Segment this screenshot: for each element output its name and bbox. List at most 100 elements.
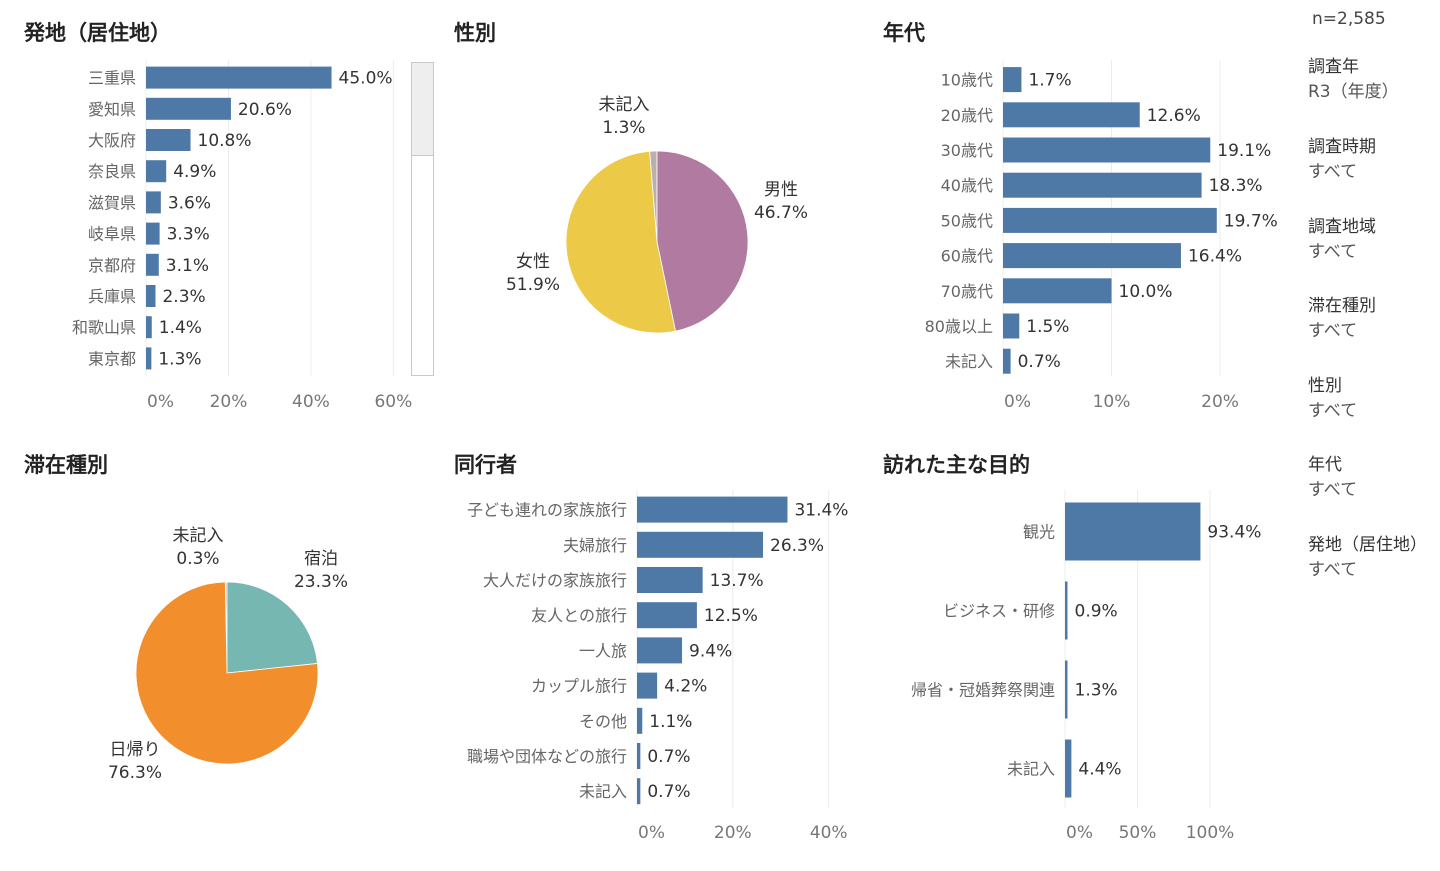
- companion-tick-label: 20%: [714, 823, 752, 843]
- origin-bar[interactable]: [146, 285, 156, 307]
- age-bar[interactable]: [1003, 313, 1020, 339]
- origin-value-label: 45.0%: [339, 69, 393, 89]
- purpose-category-label: 観光: [1023, 523, 1055, 542]
- companion-category-label: カップル旅行: [531, 677, 627, 696]
- origin-bar[interactable]: [146, 222, 160, 245]
- filter-stay-value[interactable]: すべて: [1308, 321, 1358, 341]
- age-tick-label: 0%: [1004, 392, 1031, 412]
- age-bar[interactable]: [1003, 102, 1140, 128]
- companion-category-label: 子ども連れの家族旅行: [467, 501, 627, 520]
- purpose-value-label: 4.4%: [1078, 760, 1121, 780]
- age-bar[interactable]: [1003, 67, 1022, 93]
- purpose-chart-title: 訪れた主な目的: [883, 453, 1030, 477]
- gender-slice[interactable]: [656, 150, 749, 332]
- origin-bar[interactable]: [146, 347, 152, 370]
- origin-chart-title: 発地（居住地）: [24, 21, 171, 45]
- age-category-label: 70歳代: [941, 282, 993, 301]
- filter-gender-label: 性別: [1308, 376, 1342, 396]
- companion-category-label: 大人だけの家族旅行: [483, 571, 627, 590]
- origin-bar[interactable]: [146, 160, 167, 183]
- age-category-label: 40歳代: [941, 176, 993, 195]
- filter-age-value[interactable]: すべて: [1308, 480, 1358, 500]
- age-bar[interactable]: [1003, 278, 1112, 304]
- companion-category-label: その他: [579, 712, 627, 731]
- origin-bar[interactable]: [146, 66, 332, 89]
- origin-category-label: 愛知県: [88, 100, 136, 119]
- gender-pie-chart: 男性 46.7% 女性 51.9% 未記入 1.3%: [506, 95, 808, 334]
- origin-list-scroll-thumb[interactable]: [412, 63, 433, 156]
- filter-year-value[interactable]: R3（年度）: [1308, 82, 1399, 102]
- age-bar[interactable]: [1003, 137, 1211, 163]
- gender-chart-title: 性別: [454, 21, 496, 45]
- stay-slice[interactable]: [135, 581, 319, 765]
- age-category-label: 未記入: [945, 352, 993, 371]
- companion-bar[interactable]: [637, 778, 641, 805]
- companion-chart-title: 同行者: [454, 453, 517, 477]
- companion-bar[interactable]: [637, 567, 703, 593]
- purpose-tick-label: 50%: [1119, 823, 1157, 843]
- companion-category-label: 職場や団体などの旅行: [467, 747, 627, 766]
- stay-slice[interactable]: [226, 581, 318, 674]
- companion-value-label: 4.2%: [664, 677, 707, 697]
- companion-tick-label: 0%: [638, 823, 665, 843]
- gender-slice-value: 1.3%: [602, 118, 645, 138]
- origin-bar[interactable]: [146, 97, 231, 120]
- companion-bar-chart: 0% 20% 40% 子ども連れの家族旅行 31.4% 夫婦旅行 26.3% 大人だけの家族旅…: [467, 490, 848, 843]
- age-category-label: 10歳代: [941, 71, 993, 90]
- origin-value-label: 3.6%: [168, 193, 211, 213]
- origin-value-label: 1.3%: [158, 349, 201, 369]
- origin-bar[interactable]: [146, 253, 159, 276]
- origin-tick-label: 0%: [147, 392, 174, 412]
- gender-slice-value: 51.9%: [506, 275, 560, 295]
- age-bar[interactable]: [1003, 243, 1181, 269]
- filter-region-value[interactable]: すべて: [1308, 242, 1358, 262]
- companion-bar[interactable]: [637, 707, 643, 734]
- filter-age-label: 年代: [1308, 455, 1342, 475]
- origin-bar[interactable]: [146, 191, 161, 214]
- purpose-tick-label: 100%: [1186, 823, 1235, 843]
- purpose-bar[interactable]: [1065, 660, 1068, 719]
- age-tick-label: 10%: [1093, 392, 1131, 412]
- filter-year-label: 調査年: [1308, 57, 1359, 77]
- filter-origin-value[interactable]: すべて: [1308, 560, 1358, 580]
- stay-chart-title: 滞在種別: [24, 453, 108, 477]
- purpose-bar[interactable]: [1065, 502, 1201, 561]
- origin-category-label: 滋賀県: [88, 193, 136, 212]
- gender-slice-value: 46.7%: [754, 203, 808, 223]
- companion-bar[interactable]: [637, 602, 697, 629]
- companion-bar[interactable]: [637, 637, 683, 664]
- filter-period-value[interactable]: すべて: [1308, 162, 1358, 182]
- companion-bar[interactable]: [637, 531, 764, 558]
- age-value-label: 19.7%: [1224, 211, 1278, 231]
- filter-region-label: 調査地域: [1308, 217, 1376, 237]
- age-bar[interactable]: [1003, 172, 1202, 198]
- age-bar[interactable]: [1003, 207, 1217, 233]
- origin-category-label: 東京都: [88, 349, 136, 368]
- age-chart-title: 年代: [883, 21, 925, 45]
- origin-list-scrollbar[interactable]: [411, 62, 434, 376]
- companion-bar[interactable]: [637, 672, 658, 699]
- filter-gender-value[interactable]: すべて: [1308, 401, 1358, 421]
- origin-value-label: 10.8%: [198, 131, 252, 151]
- stay-slice-value: 0.3%: [176, 549, 219, 569]
- companion-value-label: 0.7%: [647, 782, 690, 802]
- age-bar[interactable]: [1003, 348, 1011, 374]
- stay-slice-name: 日帰り: [110, 740, 161, 760]
- companion-value-label: 9.4%: [689, 641, 732, 661]
- origin-bar[interactable]: [146, 129, 191, 151]
- companion-value-label: 1.1%: [649, 712, 692, 732]
- origin-category-label: 奈良県: [88, 162, 136, 181]
- gender-slice[interactable]: [565, 150, 676, 334]
- age-category-label: 50歳代: [941, 211, 993, 230]
- companion-bar[interactable]: [637, 496, 788, 523]
- origin-value-label: 2.3%: [162, 287, 205, 307]
- purpose-bar[interactable]: [1065, 581, 1068, 640]
- purpose-value-label: 1.3%: [1075, 681, 1118, 701]
- purpose-bar[interactable]: [1065, 739, 1072, 798]
- stay-pie-chart: 宿泊 23.3% 日帰り 76.3% 未記入 0.3%: [108, 526, 348, 783]
- companion-value-label: 12.5%: [704, 606, 758, 626]
- origin-value-label: 3.3%: [167, 225, 210, 245]
- companion-bar[interactable]: [637, 743, 641, 769]
- purpose-tick-label: 0%: [1066, 823, 1093, 843]
- origin-bar[interactable]: [146, 316, 152, 339]
